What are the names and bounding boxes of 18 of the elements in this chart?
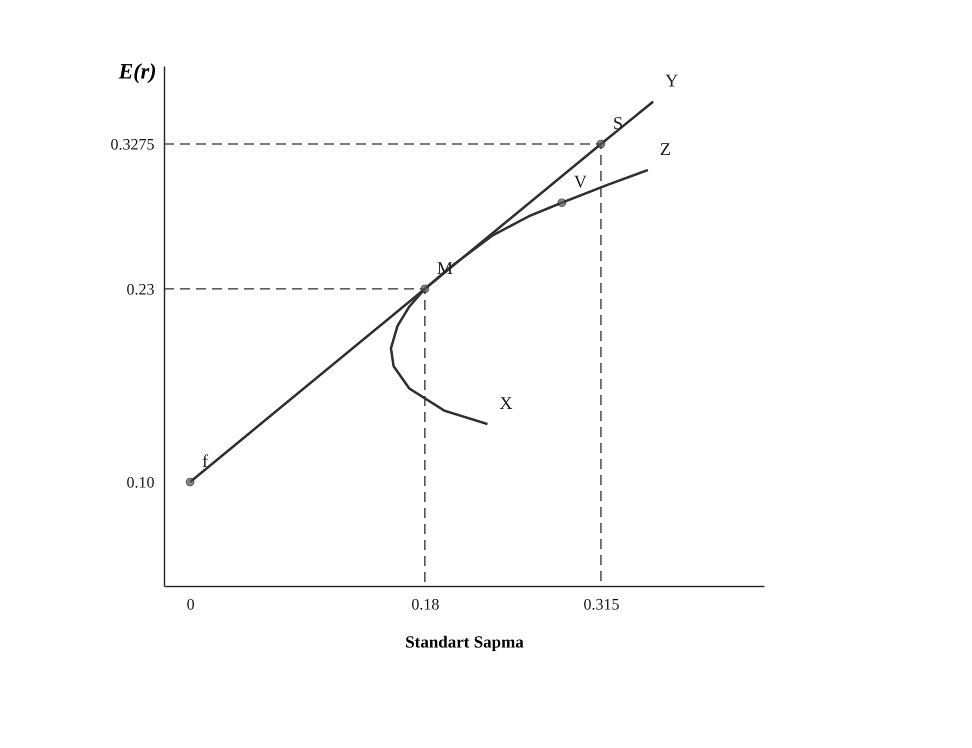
x-axis-title: Standart Sapma	[405, 632, 524, 652]
annotation: f	[202, 451, 208, 471]
point	[186, 478, 194, 486]
y-axis-title: E(r)	[118, 58, 156, 84]
annotation: S	[612, 113, 623, 133]
point	[596, 140, 606, 148]
annotation: V	[574, 172, 587, 192]
point	[420, 284, 430, 294]
point	[557, 198, 566, 208]
y-tick-label: 0.3275	[110, 136, 154, 154]
y-tick-label: 0.23	[126, 281, 154, 298]
annotation: Z	[660, 139, 671, 159]
annotation: Y	[665, 70, 678, 91]
x-tick-label: 0.18	[411, 596, 440, 614]
x-tick-label: 0	[186, 596, 195, 614]
x-tick-label: 0.315	[583, 596, 620, 614]
y-tick-label: 0.10	[126, 474, 154, 492]
annotation: X	[499, 393, 512, 414]
